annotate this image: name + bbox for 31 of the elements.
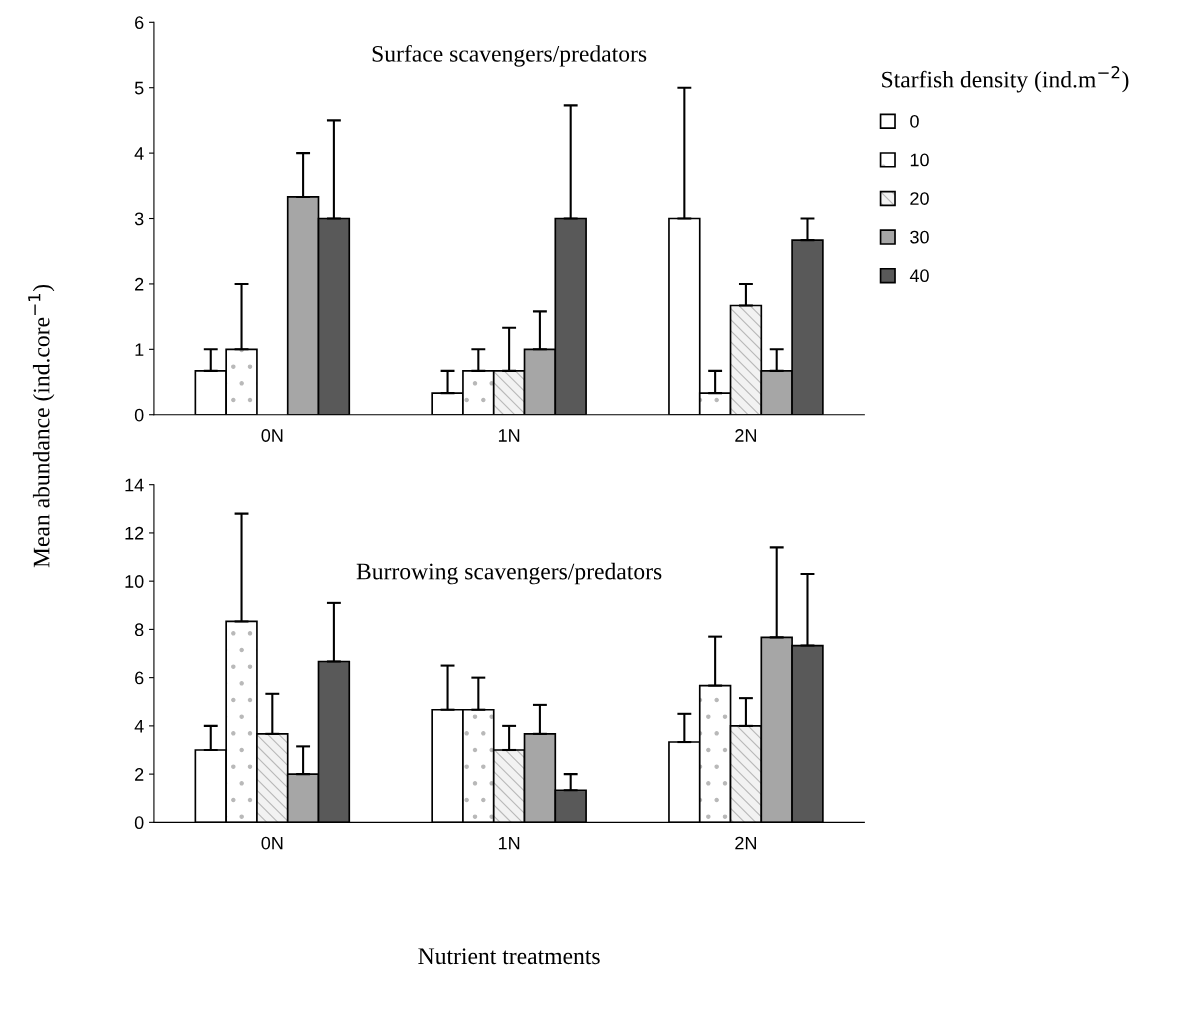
x-tick-label: 1N: [498, 836, 520, 850]
x-tick-label: 0N: [261, 836, 283, 850]
y-tick-label: 6: [135, 16, 144, 30]
y-tick-label: 3: [134, 212, 144, 226]
legend-title: Starfish density (ind.m$^{−2}$): [882, 66, 1129, 93]
legend-label: 40: [909, 269, 929, 283]
y-tick-label: 6: [135, 671, 144, 685]
y-tick-label: 14: [125, 478, 144, 492]
text: Surface scavengers/predators: [372, 44, 647, 67]
y-tick-label: 10: [125, 575, 144, 588]
y-tick-label: 12: [125, 526, 144, 540]
text: Burrowing scavengers/predators: [356, 562, 662, 585]
legend-label: 10: [910, 153, 929, 167]
y-tick-label: 8: [134, 623, 144, 637]
legend-label: 0: [910, 114, 919, 128]
y-tick-label: 0: [134, 816, 144, 830]
y-tick-label: 1: [135, 343, 144, 356]
y-tick-label: 0: [134, 408, 144, 422]
y-axis-title: Mean abundance (ind.core$^{−1}$): [28, 284, 55, 568]
y-tick-label: 4: [134, 147, 144, 160]
legend-label: 30: [910, 230, 929, 244]
x-axis-title: Nutrient treatments: [418, 948, 600, 965]
y-tick-label: 2: [135, 768, 144, 781]
y-tick-label: 2: [135, 277, 144, 291]
x-tick-label: 0N: [261, 429, 283, 442]
x-tick-label: 2N: [735, 836, 756, 850]
legend-label: 20: [910, 192, 929, 205]
y-tick-label: 4: [134, 720, 144, 733]
x-tick-label: 1N: [498, 429, 520, 442]
x-tick-label: 2N: [735, 429, 756, 442]
y-tick-label: 5: [134, 81, 144, 95]
